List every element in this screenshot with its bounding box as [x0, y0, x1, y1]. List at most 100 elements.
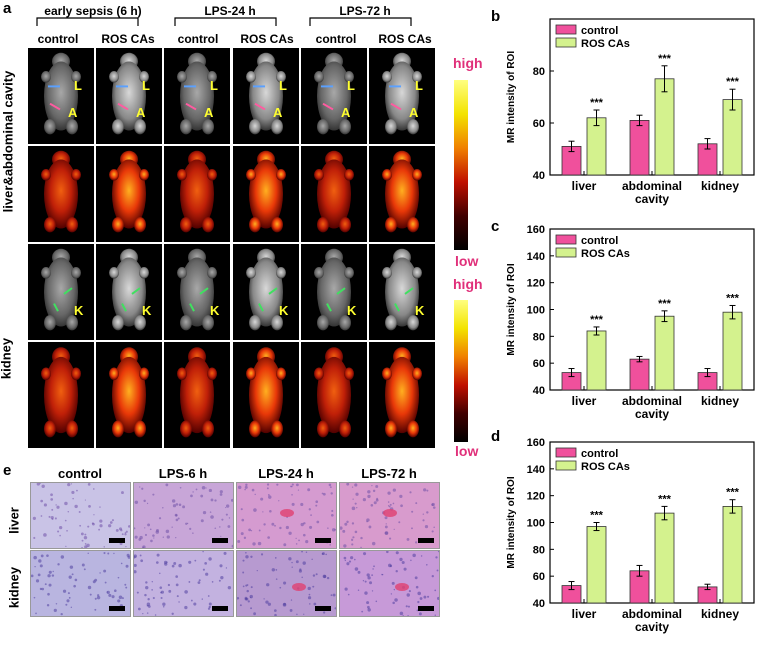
x-category-label: abdominal [622, 394, 682, 408]
svg-text:L: L [347, 78, 355, 93]
chart-c: 40 60 80 100 120 140 160 MR intensity of ROI ***… [506, 224, 755, 421]
mri-image-r3-c1: K [28, 244, 94, 340]
cond-label-1: control [37, 32, 79, 46]
row-label-kidney: kidney [0, 337, 14, 380]
y-tick-label: 60 [533, 358, 545, 370]
svg-text:A: A [409, 105, 418, 120]
cond-label-2: ROS CAs [101, 32, 155, 46]
y-tick-label: 100 [527, 305, 545, 317]
bar-ros-cas [722, 99, 743, 176]
chart-d: 40 60 80 100 120 140 160 MR intensity of ROI ***… [506, 437, 755, 634]
svg-text:K: K [142, 303, 152, 318]
mri-image-r4-c6 [369, 342, 435, 448]
y-tick-label: 80 [533, 66, 545, 78]
legend-swatch [555, 234, 577, 245]
x-category-label: liver [572, 607, 597, 621]
histology-image-r2-c3 [236, 550, 337, 617]
colorbar-2 [454, 300, 468, 442]
mri-image-r3-c2: K [96, 244, 162, 340]
mri-image-r4-c2 [96, 342, 162, 448]
histology-image-r1-c1 [30, 482, 131, 549]
x-category-label: cavity [635, 192, 669, 206]
significance-label: *** [658, 298, 672, 310]
significance-label: *** [590, 510, 604, 522]
svg-text:K: K [279, 303, 289, 318]
legend-swatch [555, 460, 577, 471]
bar-control [629, 120, 650, 176]
x-category-label: abdominal [622, 607, 682, 621]
significance-label: *** [726, 487, 740, 499]
bar-ros-cas [586, 330, 607, 391]
group-label-24h: LPS-24 h [204, 4, 256, 18]
y-tick-label: 60 [533, 571, 545, 583]
mri-image-r3-c5: K [301, 244, 367, 340]
row-label-liver: liver&abdominal cavity [0, 70, 16, 213]
mri-image-r3-c3: K [164, 244, 230, 340]
bar-ros-cas [586, 117, 607, 176]
svg-text:L: L [74, 78, 82, 93]
bar-control [629, 358, 650, 391]
cond-label-4: ROS CAs [240, 32, 294, 46]
x-category-label: cavity [635, 620, 669, 634]
legend-swatch [555, 24, 577, 35]
histology-image-r2-c1 [30, 550, 131, 617]
group-brackets [36, 17, 412, 26]
bar-ros-cas [654, 78, 675, 176]
colorbar-1 [454, 80, 468, 250]
y-axis-label: MR intensity of ROI [506, 263, 517, 355]
hist-col-1: control [57, 466, 103, 481]
y-tick-label: 40 [533, 170, 545, 182]
svg-text:A: A [68, 105, 77, 120]
mri-image-r2-c1 [28, 146, 94, 242]
legend-swatch [555, 37, 577, 48]
mri-image-r4-c5 [301, 342, 367, 448]
hist-col-3: LPS-24 h [258, 466, 314, 481]
svg-text:K: K [415, 303, 425, 318]
y-tick-label: 140 [527, 251, 545, 263]
y-tick-label: 160 [527, 224, 545, 236]
legend-label: ROS CAs [581, 248, 630, 260]
x-category-label: kidney [701, 607, 739, 621]
chart-b: 40 60 80 MR intensity of ROI *** liver *** abdo… [506, 18, 755, 206]
colorbar-low-2: low [455, 443, 479, 459]
hist-col-2: LPS-6 h [158, 466, 208, 481]
bar-ros-cas [654, 512, 675, 604]
svg-text:A: A [136, 105, 145, 120]
svg-text:K: K [210, 303, 220, 318]
x-category-label: abdominal [622, 179, 682, 193]
x-category-label: liver [572, 394, 597, 408]
svg-text:L: L [142, 78, 150, 93]
x-category-label: kidney [701, 394, 739, 408]
y-tick-label: 160 [527, 437, 545, 449]
legend-swatch [555, 247, 577, 258]
group-label-early: early sepsis (6 h) [44, 4, 142, 18]
bar-ros-cas [722, 311, 743, 391]
panel-label-e: e [3, 462, 12, 479]
significance-label: *** [590, 314, 604, 326]
mri-image-r4-c1 [28, 342, 94, 448]
y-tick-label: 120 [527, 491, 545, 503]
legend-label: control [581, 25, 618, 37]
x-category-label: cavity [635, 407, 669, 421]
x-category-label: kidney [701, 179, 739, 193]
svg-text:L: L [210, 78, 218, 93]
legend-label: control [581, 235, 618, 247]
y-tick-label: 120 [527, 278, 545, 290]
panel-label-a: a [3, 0, 12, 17]
histology-image-r1-c4 [339, 482, 440, 549]
y-tick-label: 80 [533, 331, 545, 343]
svg-text:L: L [279, 78, 287, 93]
bar-ros-cas [586, 526, 607, 604]
mri-image-r2-c5 [301, 146, 367, 242]
svg-text:A: A [341, 105, 350, 120]
mri-image-r3-c6: K [369, 244, 435, 340]
colorbar-high-2: high [453, 276, 483, 292]
panel-label-b: b [491, 8, 501, 25]
y-tick-label: 40 [533, 385, 545, 397]
y-tick-label: 80 [533, 544, 545, 556]
panel-label-d: d [491, 428, 501, 445]
bar-ros-cas [722, 506, 743, 604]
